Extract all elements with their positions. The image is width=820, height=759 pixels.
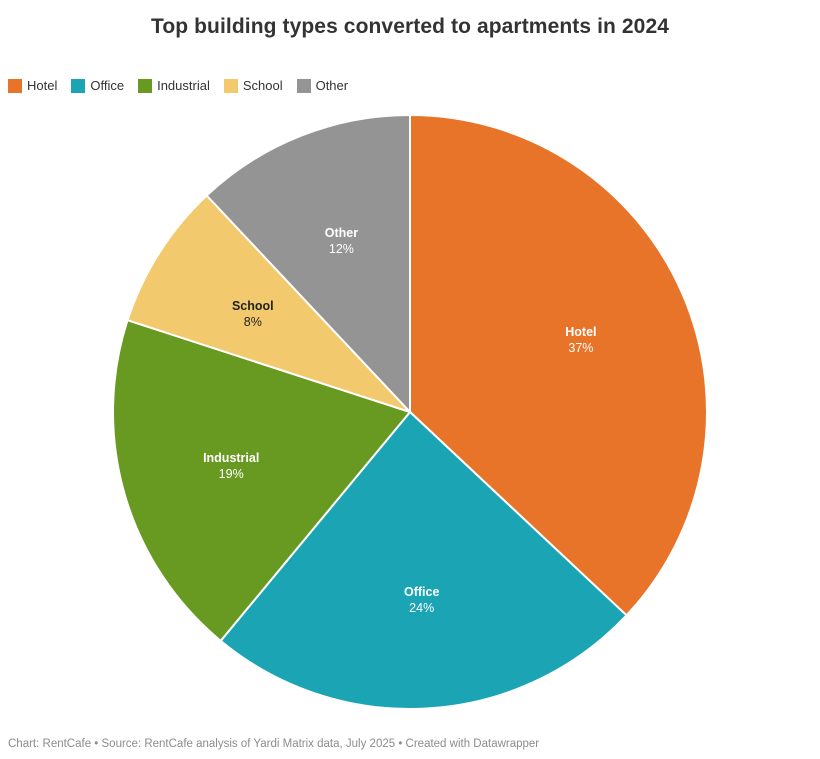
legend-swatch	[138, 79, 153, 93]
slice-label-hotel: Hotel 37%	[565, 325, 596, 355]
slice-label-office: Office 24%	[404, 585, 439, 615]
legend-item-industrial: Industrial	[138, 79, 210, 93]
slice-label-school: School 8%	[232, 299, 274, 329]
legend: Hotel Office Industrial School Other	[8, 79, 362, 93]
pie-slice-industrial	[112, 319, 411, 642]
legend-item-office: Office	[71, 79, 124, 93]
legend-item-school: School	[223, 78, 283, 93]
pie-slice-school	[126, 194, 411, 413]
legend-label: Office	[90, 78, 125, 93]
legend-label: Hotel	[27, 78, 58, 93]
pie-slice-other	[205, 114, 411, 413]
legend-label: Other	[315, 78, 349, 93]
pie-slice-office	[219, 411, 628, 710]
legend-swatch	[223, 79, 238, 93]
legend-label: Industrial	[157, 78, 210, 93]
legend-item-other: Other	[296, 78, 349, 93]
chart-title: Top building types converted to apartmen…	[150, 15, 670, 38]
slice-label-industrial: Industrial 19%	[203, 451, 259, 481]
legend-label: School	[242, 78, 283, 93]
footer-attribution: Chart: RentCafe • Source: RentCafe analy…	[8, 738, 540, 750]
legend-item-hotel: Hotel	[8, 79, 57, 93]
legend-swatch	[71, 79, 86, 93]
legend-swatch	[8, 79, 22, 93]
slice-label-other: Other 12%	[325, 226, 358, 256]
legend-swatch	[296, 79, 311, 93]
pie-slice-hotel	[409, 114, 708, 617]
